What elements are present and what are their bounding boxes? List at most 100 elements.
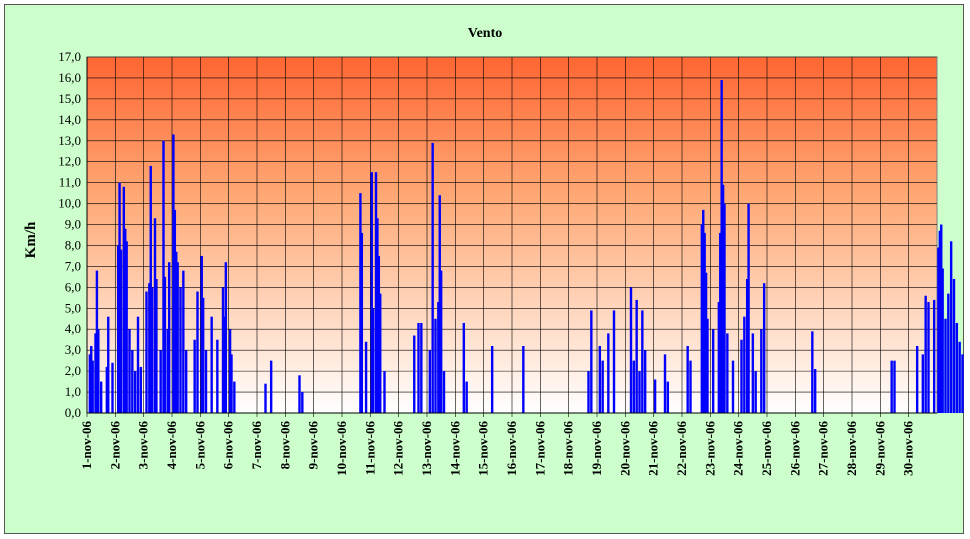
bars: [88, 80, 964, 414]
wind-bar: [938, 230, 942, 413]
wind-bar: [116, 245, 120, 413]
wind-bar: [437, 302, 440, 413]
wind-bar: [204, 350, 208, 413]
wind-bar: [175, 251, 178, 413]
wind-bar: [955, 322, 959, 413]
x-tick-label: 24-nov-06: [731, 421, 746, 476]
y-tick-label: 15,0: [58, 91, 81, 106]
y-tick-label: 12,0: [58, 154, 81, 169]
wind-bar: [193, 339, 196, 413]
wind-bar: [145, 291, 148, 413]
x-tick-label: 4-nov-06: [164, 421, 179, 470]
wind-bar: [107, 316, 110, 413]
wind-bar: [612, 310, 616, 413]
wind-bar: [210, 316, 213, 413]
wind-bar: [462, 322, 466, 413]
x-tick-label: 15-nov-06: [476, 421, 491, 476]
wind-bar: [952, 278, 956, 413]
wind-bar: [719, 232, 722, 413]
wind-bar: [360, 232, 364, 413]
wind-bar: [760, 329, 763, 413]
wind-bar: [221, 287, 225, 413]
x-tick-label: 2-nov-06: [107, 421, 122, 470]
x-tick-label: 6-nov-06: [221, 421, 236, 470]
wind-bar: [700, 224, 704, 413]
x-tick-label: 25-nov-06: [759, 421, 774, 476]
wind-bar: [269, 360, 273, 413]
wind-bar: [653, 379, 657, 413]
wind-bar: [932, 299, 936, 413]
wind-bar: [941, 268, 944, 413]
y-tick-label: 2,0: [65, 363, 81, 378]
wind-bar: [223, 316, 226, 413]
wind-bar: [638, 371, 641, 413]
wind-bar: [94, 333, 97, 413]
wind-bar: [747, 203, 750, 413]
wind-bar: [961, 354, 964, 413]
wind-bar: [703, 232, 706, 413]
wind-bar: [359, 193, 362, 413]
wind-bar: [439, 270, 443, 413]
x-tick-label: 9-nov-06: [306, 421, 321, 470]
y-tick-label: 3,0: [65, 342, 81, 357]
y-tick-labels: 0,0 1,0 2,0 3,0 4,0 5,0 6,0 7,0 8,0 9,0 10,0 11,0 12…: [58, 49, 81, 420]
wind-bar: [155, 278, 158, 413]
wind-bar: [641, 310, 644, 413]
wind-bar: [635, 299, 638, 413]
x-tick-label: 12-nov-06: [391, 421, 406, 476]
wind-bar: [522, 345, 525, 413]
wind-bar: [162, 140, 165, 413]
chart-title: Vento: [468, 26, 503, 41]
wind-chart: Vento Km/h 0,0 1,0 2,0 3,0 4,0 5,0 6,0 7,0 8,0 9,…: [23, 26, 964, 476]
y-tick-label: 1,0: [65, 384, 81, 399]
x-tick-label: 28-nov-06: [844, 421, 859, 476]
wind-bar: [949, 241, 953, 413]
wind-bar: [371, 308, 375, 413]
wind-bar: [124, 228, 127, 413]
wind-bar: [431, 142, 434, 413]
y-tick-label: 17,0: [58, 49, 81, 64]
wind-bar: [607, 333, 610, 413]
wind-bar: [740, 339, 743, 413]
wind-bar: [751, 333, 755, 413]
x-tick-label: 18-nov-06: [561, 421, 576, 476]
y-tick-label: 0,0: [65, 405, 81, 420]
wind-bar: [811, 331, 814, 413]
wind-bar: [720, 80, 723, 414]
wind-bar: [136, 316, 140, 413]
wind-bar: [940, 224, 943, 413]
wind-bar: [438, 195, 441, 413]
wind-bar: [153, 218, 157, 413]
x-tick-label: 23-nov-06: [702, 421, 717, 476]
x-tick-label: 20-nov-06: [617, 421, 632, 476]
wind-bar: [377, 255, 381, 413]
wind-bar: [686, 345, 689, 413]
wind-bar: [201, 297, 205, 413]
wind-bar: [97, 329, 100, 413]
wind-bar: [200, 255, 203, 413]
y-tick-label: 14,0: [58, 112, 81, 127]
wind-bar: [376, 218, 379, 413]
y-tick-label: 5,0: [65, 300, 81, 315]
wind-bar: [731, 360, 735, 413]
x-tick-label: 8-nov-06: [277, 421, 292, 470]
wind-bar: [937, 247, 940, 413]
x-tick-label: 17-nov-06: [532, 421, 547, 476]
wind-bar: [118, 182, 121, 413]
wind-bar: [601, 360, 604, 413]
wind-bar: [133, 371, 137, 413]
wind-bar: [90, 345, 93, 413]
wind-bar: [119, 249, 123, 413]
x-tick-label: 10-nov-06: [334, 421, 349, 476]
y-tick-label: 13,0: [58, 133, 81, 148]
wind-bar: [139, 366, 143, 413]
wind-bar: [813, 369, 817, 413]
wind-bar: [149, 165, 152, 413]
wind-bar: [702, 209, 705, 413]
wind-bar: [184, 350, 188, 413]
wind-bar: [111, 362, 114, 413]
wind-bar: [762, 283, 766, 413]
wind-bar: [176, 262, 179, 413]
wind-bar: [166, 329, 169, 413]
wind-bar: [754, 371, 757, 413]
